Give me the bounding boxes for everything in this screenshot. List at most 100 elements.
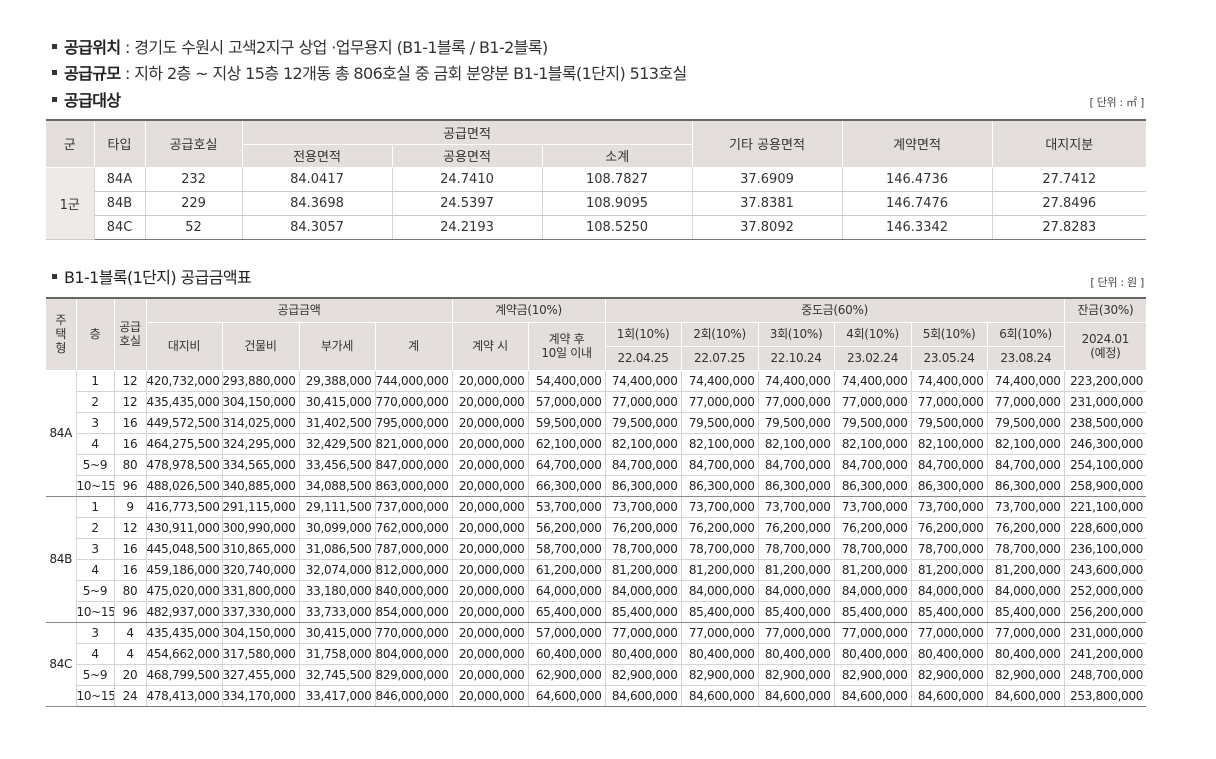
cell-other-common: 37.8381 xyxy=(692,191,843,216)
cell-total: 821,000,000 xyxy=(375,433,453,455)
table-row: 84C 3 4 435,435,000 304,150,000 30,415,000 770… xyxy=(46,622,1147,707)
header-contract-area: 계약면적 xyxy=(842,119,993,168)
cell-building: 317,580,000 xyxy=(222,643,300,665)
table-row: 84B 1 9 416,773,500 291,115,000 29,111,500 737… xyxy=(46,496,1147,623)
cell-at-contract: 20,000,000 xyxy=(452,454,529,476)
table-row: 10~15 96 488,026,500 340,885,000 34,088,500 8… xyxy=(46,475,1147,497)
cell-floor: 3 xyxy=(76,412,115,434)
cell-mid-5: 80,400,000 xyxy=(911,643,988,665)
cell-subtotal: 108.9095 xyxy=(542,191,693,216)
cell-mid-2: 84,000,000 xyxy=(681,580,759,602)
cell-land: 468,799,500 xyxy=(146,664,223,686)
cell-units: 12 xyxy=(114,517,147,539)
supply-target-label: 공급대상 xyxy=(64,91,121,110)
cell-mid-1: 86,300,000 xyxy=(605,475,682,497)
cell-mid-3: 80,400,000 xyxy=(758,643,835,665)
cell-mid-6: 74,400,000 xyxy=(987,370,1065,392)
cell-mid-6: 84,600,000 xyxy=(987,685,1065,707)
cell-balance: 258,900,000 xyxy=(1064,475,1147,497)
cell-balance: 256,200,000 xyxy=(1064,601,1147,623)
cell-mid-2: 77,000,000 xyxy=(681,391,759,413)
cell-mid-6: 85,400,000 xyxy=(987,601,1065,623)
area-unit-note: [ 단위 : ㎡ ] xyxy=(1089,96,1144,109)
cell-units: 96 xyxy=(114,601,147,623)
cell-building: 291,115,000 xyxy=(222,496,300,518)
cell-land: 475,020,000 xyxy=(146,580,223,602)
table-row: 3 16 449,572,500 314,025,000 31,402,500 795,0… xyxy=(46,412,1147,434)
cell-vat: 33,417,000 xyxy=(299,685,376,707)
cell-after-contract: 54,400,000 xyxy=(528,370,606,392)
cell-units: 4 xyxy=(114,622,147,644)
cell-vat: 33,180,000 xyxy=(299,580,376,602)
supply-scale-line: 공급규모 : 지하 2층 ~ 지상 15층 12개동 총 806호실 중 금회 … xyxy=(52,60,687,84)
cell-mid-3: 74,400,000 xyxy=(758,370,835,392)
table-row: 10~15 24 478,413,000 334,170,000 33,417,000 8… xyxy=(46,685,1147,707)
cell-after-contract: 53,700,000 xyxy=(528,496,606,518)
cell-mid-6: 77,000,000 xyxy=(987,391,1065,413)
cell-vat: 32,074,000 xyxy=(299,559,376,581)
cell-mid-5: 77,000,000 xyxy=(911,391,988,413)
cell-vat: 32,429,500 xyxy=(299,433,376,455)
cell-mid-6: 82,100,000 xyxy=(987,433,1065,455)
cell-mid-5: 78,700,000 xyxy=(911,538,988,560)
cell-land: 445,048,500 xyxy=(146,538,223,560)
cell-building: 327,455,000 xyxy=(222,664,300,686)
header-installment-4-date: 23.02.24 xyxy=(834,346,912,371)
cell-after-contract: 64,600,000 xyxy=(528,685,606,707)
cell-floor: 4 xyxy=(76,559,115,581)
cell-mid-3: 78,700,000 xyxy=(758,538,835,560)
header-installment-1-date: 22.04.25 xyxy=(605,346,682,371)
header-after-contract: 계약 후 10일 이내 xyxy=(528,322,606,371)
cell-total: 762,000,000 xyxy=(375,517,453,539)
cell-mid-2: 77,000,000 xyxy=(681,622,759,644)
cell-balance: 228,600,000 xyxy=(1064,517,1147,539)
table-row: 10~15 96 482,937,000 337,330,000 33,733,000 8… xyxy=(46,601,1147,623)
cell-total: 863,000,000 xyxy=(375,475,453,497)
header-floor: 층 xyxy=(76,297,115,371)
cell-mid-3: 84,600,000 xyxy=(758,685,835,707)
cell-building: 324,295,000 xyxy=(222,433,300,455)
cell-subtotal: 108.5250 xyxy=(542,215,693,240)
cell-at-contract: 20,000,000 xyxy=(452,622,529,644)
cell-building: 320,740,000 xyxy=(222,559,300,581)
cell-total: 787,000,000 xyxy=(375,538,453,560)
cell-vat: 29,111,500 xyxy=(299,496,376,518)
cell-mid-1: 76,200,000 xyxy=(605,517,682,539)
table-row: 1군 84A 232 84.0417 24.7410 108.7827 37.6909 146… xyxy=(46,167,1146,240)
cell-mid-5: 79,500,000 xyxy=(911,412,988,434)
cell-mid-4: 85,400,000 xyxy=(834,601,912,623)
cell-total: 744,000,000 xyxy=(375,370,453,392)
cell-mid-3: 79,500,000 xyxy=(758,412,835,434)
cell-mid-5: 81,200,000 xyxy=(911,559,988,581)
table-row: 4 4 454,662,000 317,580,000 31,758,000 804,00… xyxy=(46,643,1147,665)
cell-mid-3: 77,000,000 xyxy=(758,622,835,644)
supply-location-line: 공급위치 : 경기도 수원시 고색2지구 상업 ·업무용지 (B1-1블록 / … xyxy=(52,34,548,58)
cell-balance: 238,500,000 xyxy=(1064,412,1147,434)
supply-location-value: : 경기도 수원시 고색2지구 상업 ·업무용지 (B1-1블록 / B1-2블… xyxy=(120,38,548,57)
cell-at-contract: 20,000,000 xyxy=(452,433,529,455)
header-installment-3-date: 22.10.24 xyxy=(758,346,835,371)
header-installment-2: 2회(10%) xyxy=(681,322,759,347)
cell-at-contract: 20,000,000 xyxy=(452,391,529,413)
cell-mid-6: 79,500,000 xyxy=(987,412,1065,434)
header-type: 타입 xyxy=(94,119,146,168)
cell-after-contract: 57,000,000 xyxy=(528,622,606,644)
cell-mid-1: 84,000,000 xyxy=(605,580,682,602)
table-row: 5~9 80 478,978,500 334,565,000 33,456,500 847… xyxy=(46,454,1147,476)
cell-type: 84B xyxy=(94,191,146,216)
header-installment-1: 1회(10%) xyxy=(605,322,682,347)
cell-mid-6: 76,200,000 xyxy=(987,517,1065,539)
cell-mid-3: 86,300,000 xyxy=(758,475,835,497)
header-balance: 잔금(30%) xyxy=(1064,297,1147,323)
cell-contract-area: 146.3342 xyxy=(842,215,993,240)
cell-mid-3: 73,700,000 xyxy=(758,496,835,518)
cell-units: 16 xyxy=(114,412,147,434)
cell-mid-5: 76,200,000 xyxy=(911,517,988,539)
cell-other-common: 37.6909 xyxy=(692,167,843,192)
cell-mid-5: 73,700,000 xyxy=(911,496,988,518)
cell-balance: 221,100,000 xyxy=(1064,496,1147,518)
header-common: 공용면적 xyxy=(392,144,543,168)
cell-after-contract: 66,300,000 xyxy=(528,475,606,497)
cell-mid-2: 85,400,000 xyxy=(681,601,759,623)
cell-floor: 5~9 xyxy=(76,664,115,686)
